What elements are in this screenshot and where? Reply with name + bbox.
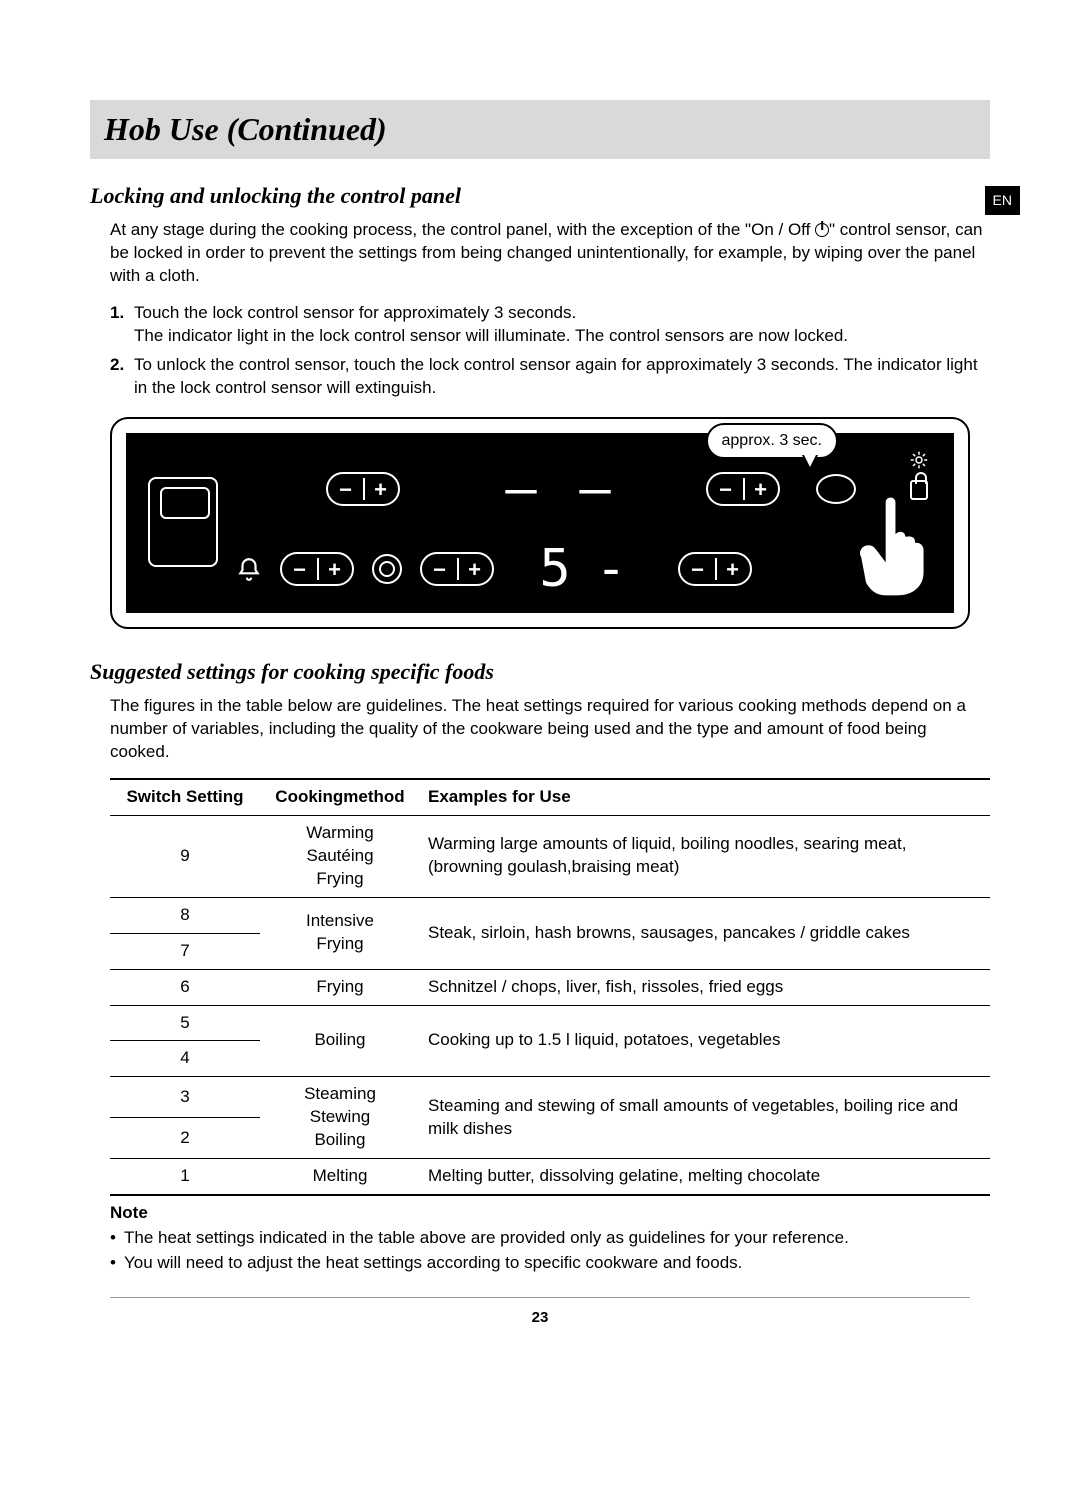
timer-bell-icon <box>236 556 262 582</box>
section1-intro: At any stage during the cooking process,… <box>90 219 990 288</box>
table-row: 8Intensive FryingSteak, sirloin, hash br… <box>110 897 990 933</box>
cell-example: Warming large amounts of liquid, boiling… <box>420 815 990 897</box>
cell-method: Warming Sautéing Frying <box>260 815 420 897</box>
page-number: 23 <box>90 1308 990 1328</box>
display-blank: ‒ <box>576 461 614 517</box>
step-text: To unlock the control sensor, touch the … <box>134 355 978 397</box>
plus-minus-control: −+ <box>420 552 494 586</box>
display-digit: 5 <box>536 541 574 597</box>
cell-method: Intensive Frying <box>260 897 420 969</box>
cell-setting: 1 <box>110 1159 260 1195</box>
control-panel-illustration: approx. 3 sec. −+ ‒ ‒ −+ −+ −+ 5 <box>110 417 970 629</box>
cell-method: Steaming Stewing Boiling <box>260 1077 420 1159</box>
cell-setting: 9 <box>110 815 260 897</box>
note-label: Note <box>110 1202 990 1225</box>
cell-setting: 8 <box>110 897 260 933</box>
display-digit: - <box>592 541 630 597</box>
table-row: 9Warming Sautéing FryingWarming large am… <box>110 815 990 897</box>
page-title: Hob Use (Continued) <box>104 108 976 151</box>
cell-example: Steaming and stewing of small amounts of… <box>420 1077 990 1159</box>
plus-minus-control: −+ <box>326 472 400 506</box>
note-item: The heat settings indicated in the table… <box>110 1227 990 1250</box>
indicator-light-icon <box>910 451 928 469</box>
cell-method: Boiling <box>260 1005 420 1077</box>
cell-example: Melting butter, dissolving gelatine, mel… <box>420 1159 990 1195</box>
footer-divider <box>110 1297 970 1298</box>
cell-example: Steak, sirloin, hash browns, sausages, p… <box>420 897 990 969</box>
step-text: Touch the lock control sensor for approx… <box>134 303 848 345</box>
step-item: 1. Touch the lock control sensor for appr… <box>110 302 990 348</box>
section-heading-settings: Suggested settings for cooking specific … <box>90 657 990 687</box>
cell-example: Cooking up to 1.5 l liquid, potatoes, ve… <box>420 1005 990 1077</box>
table-row: 5BoilingCooking up to 1.5 l liquid, pota… <box>110 1005 990 1041</box>
power-icon <box>815 223 829 237</box>
cell-setting: 3 <box>110 1077 260 1118</box>
section-settings: Suggested settings for cooking specific … <box>90 657 990 1275</box>
step-item: 2. To unlock the control sensor, touch th… <box>110 354 990 400</box>
step-number: 2. <box>110 354 124 377</box>
table-header-row: Switch Setting Cookingmethod Examples fo… <box>110 779 990 815</box>
note-list: The heat settings indicated in the table… <box>110 1227 990 1275</box>
plus-minus-control: −+ <box>280 552 354 586</box>
cell-example: Schnitzel / chops, liver, fish, rissoles… <box>420 969 990 1005</box>
table-row: 1MeltingMelting butter, dissolving gelat… <box>110 1159 990 1195</box>
intro-pre: At any stage during the cooking process,… <box>110 220 815 239</box>
cell-setting: 7 <box>110 933 260 969</box>
col-switch: Switch Setting <box>110 779 260 815</box>
display-blank: ‒ <box>502 461 540 517</box>
pointing-hand-icon <box>856 489 930 599</box>
col-method: Cookingmethod <box>260 779 420 815</box>
cell-setting: 6 <box>110 969 260 1005</box>
cell-method: Melting <box>260 1159 420 1195</box>
plus-minus-control: −+ <box>706 472 780 506</box>
cell-method: Frying <box>260 969 420 1005</box>
control-panel: −+ ‒ ‒ −+ −+ −+ 5 - −+ <box>126 433 954 613</box>
settings-table: Switch Setting Cookingmethod Examples fo… <box>110 778 990 1196</box>
section-locking: Locking and unlocking the control panel … <box>90 181 990 629</box>
zone-size-icon <box>816 474 856 504</box>
table-row: 3Steaming Stewing BoilingSteaming and st… <box>110 1077 990 1118</box>
note-block: Note The heat settings indicated in the … <box>90 1202 990 1275</box>
table-row: 6FryingSchnitzel / chops, liver, fish, r… <box>110 969 990 1005</box>
cell-setting: 2 <box>110 1118 260 1159</box>
col-examples: Examples for Use <box>420 779 990 815</box>
section-heading-locking: Locking and unlocking the control panel <box>90 181 990 211</box>
title-bar: Hob Use (Continued) <box>90 100 990 159</box>
note-item: You will need to adjust the heat setting… <box>110 1252 990 1275</box>
callout-bubble: approx. 3 sec. <box>706 423 839 459</box>
cell-setting: 4 <box>110 1041 260 1077</box>
section2-intro: The figures in the table below are guide… <box>90 695 990 764</box>
plus-minus-control: −+ <box>678 552 752 586</box>
steps-list: 1. Touch the lock control sensor for appr… <box>90 302 990 400</box>
cell-setting: 5 <box>110 1005 260 1041</box>
step-number: 1. <box>110 302 124 325</box>
language-badge: EN <box>985 186 1020 215</box>
dual-zone-icon <box>372 554 402 584</box>
